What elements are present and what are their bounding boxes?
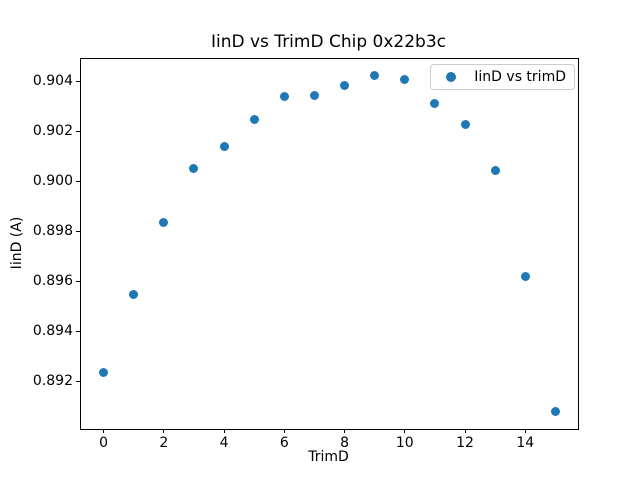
data-point — [520, 271, 530, 281]
chart-title: IinD vs TrimD Chip 0x22b3c — [210, 32, 446, 52]
x-tick-mark — [404, 429, 406, 433]
y-tick-label: 0.898 — [32, 222, 73, 239]
data-point — [460, 120, 470, 129]
x-tick-mark — [103, 429, 105, 433]
y-tick-label: 0.904 — [32, 72, 73, 89]
data-point — [159, 218, 169, 228]
x-tick-label: 2 — [159, 435, 169, 451]
y-tick-mark — [76, 281, 80, 282]
y-tick-label: 0.896 — [32, 272, 73, 289]
plot-area: IinD vs trimD 0 2 4 6 8 10 12 14 0.892 0.894 0.896… — [33, 58, 579, 451]
y-tick-mark — [76, 131, 80, 132]
y-tick-mark — [76, 231, 80, 232]
data-point — [279, 92, 289, 101]
data-point — [370, 71, 380, 81]
y-tick-label: 0.902 — [32, 122, 73, 139]
x-tick-label: 4 — [219, 435, 229, 451]
y-tick-label: 0.900 — [32, 172, 73, 189]
data-point — [309, 90, 319, 100]
data-point — [430, 99, 440, 109]
y-tick-mark — [76, 181, 80, 182]
data-point — [219, 142, 229, 151]
x-tick-mark — [464, 429, 466, 433]
x-tick-mark — [344, 429, 346, 433]
x-tick-label: 10 — [395, 435, 414, 451]
x-tick-label: 12 — [456, 435, 474, 451]
x-axis-label: TrimD — [308, 449, 349, 465]
data-point — [129, 290, 139, 299]
y-tick-mark — [76, 81, 80, 82]
data-point — [99, 367, 109, 377]
y-tick-mark — [76, 381, 80, 382]
data-point — [490, 166, 500, 176]
y-tick-mark — [76, 331, 80, 332]
x-tick-label: 0 — [99, 435, 109, 451]
data-point — [249, 115, 259, 125]
y-tick-label: 0.892 — [32, 372, 73, 389]
data-point — [550, 407, 560, 416]
legend: IinD vs trimD — [430, 64, 575, 90]
x-tick-mark — [223, 429, 225, 433]
legend-marker-icon — [446, 72, 457, 82]
x-tick-mark — [524, 429, 526, 433]
x-tick-label: 6 — [279, 435, 289, 451]
data-point — [189, 164, 199, 173]
y-tick-label: 0.894 — [32, 322, 73, 339]
data-point — [400, 75, 410, 85]
x-tick-label: 14 — [516, 435, 535, 451]
data-point — [340, 81, 350, 91]
legend-label: IinD vs trimD — [474, 69, 566, 85]
x-tick-label: 8 — [340, 435, 349, 451]
x-tick-mark — [283, 429, 285, 433]
x-tick-mark — [163, 429, 165, 433]
